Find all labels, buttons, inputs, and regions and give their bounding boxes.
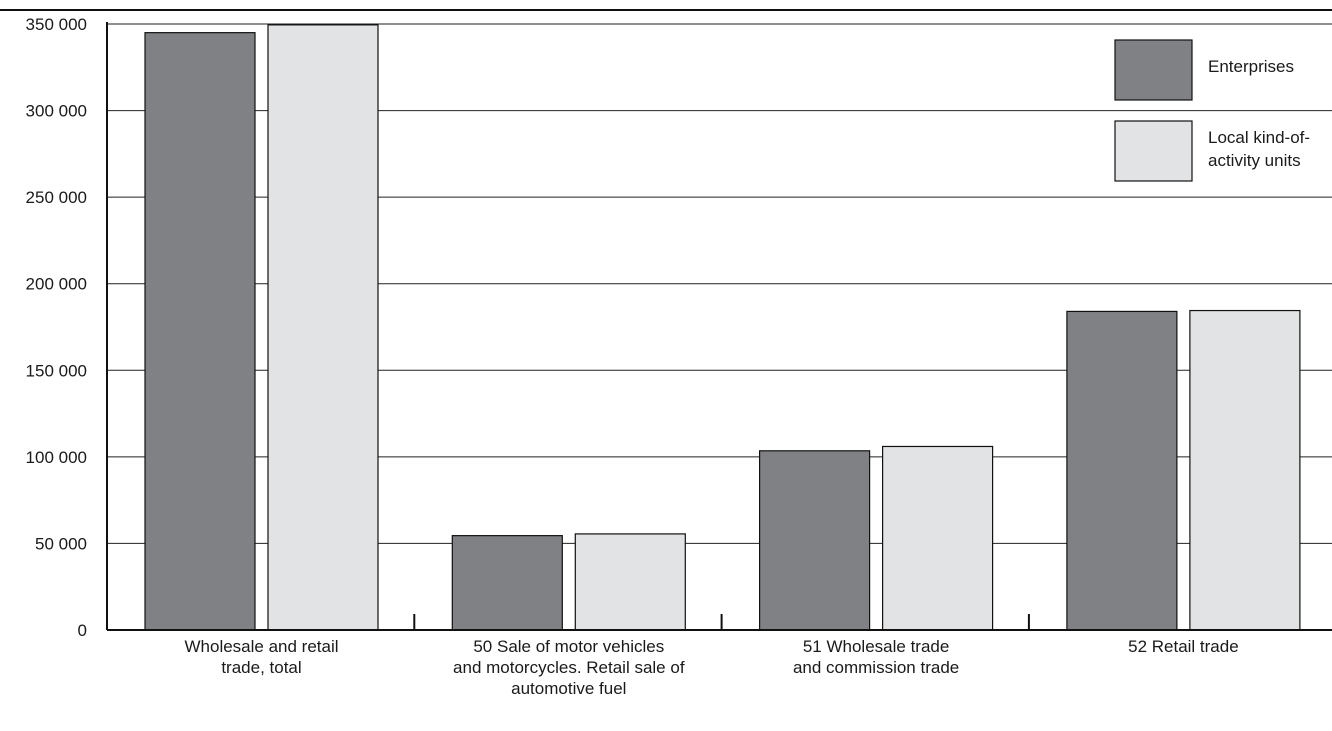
bar-enterprises bbox=[144, 32, 256, 631]
category-label: 50 Sale of motor vehicles and motorcycles… bbox=[453, 637, 685, 698]
category-label: 51 Wholesale trade and commission trade bbox=[793, 637, 959, 677]
y-tick-label: 250 000 bbox=[26, 188, 87, 207]
bar-local-units bbox=[1189, 309, 1301, 631]
category-label: 52 Retail trade bbox=[1128, 637, 1239, 656]
y-tick-labels: 0 50 000 100 000 150 000 200 000 250 000 300 0… bbox=[26, 15, 87, 640]
category-label: Wholesale and retail trade, total bbox=[184, 637, 338, 677]
y-tick-label: 350 000 bbox=[26, 15, 87, 34]
y-tick-label: 300 000 bbox=[26, 102, 87, 121]
bars bbox=[144, 24, 1301, 631]
bar-local-units bbox=[881, 445, 994, 631]
bar-local-units bbox=[574, 533, 686, 631]
y-tick-label: 200 000 bbox=[26, 275, 87, 294]
y-tick-label: 150 000 bbox=[26, 361, 87, 380]
legend-swatch-enterprises bbox=[1114, 39, 1193, 101]
bar-enterprises bbox=[451, 535, 563, 631]
bar-local-units bbox=[267, 24, 379, 631]
category-labels: Wholesale and retail trade, total 50 Sale … bbox=[184, 637, 1238, 698]
y-tick-label: 0 bbox=[78, 621, 87, 640]
legend-label: Enterprises bbox=[1208, 57, 1294, 76]
axes bbox=[106, 22, 1332, 631]
legend-swatch-local-units bbox=[1114, 120, 1193, 182]
bar-enterprises bbox=[758, 450, 871, 631]
legend: Enterprises Local kind-of-activity units bbox=[1114, 39, 1310, 182]
y-tick-label: 50 000 bbox=[35, 534, 87, 553]
y-tick-label: 100 000 bbox=[26, 448, 87, 467]
bar-enterprises bbox=[1066, 310, 1178, 631]
legend-label: Local kind-of-activity units bbox=[1208, 128, 1310, 170]
